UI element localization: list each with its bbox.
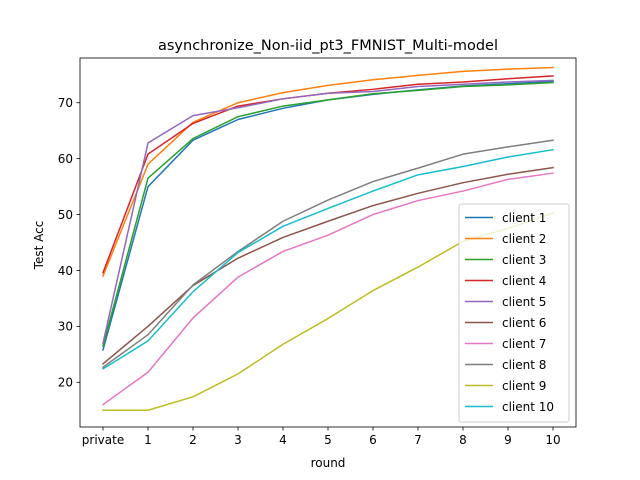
legend-entry: client 9 xyxy=(502,379,546,393)
y-tick-label: 40 xyxy=(58,264,73,278)
y-axis-label: Test Acc xyxy=(32,221,46,271)
legend-entry: client 6 xyxy=(502,316,546,330)
y-tick-label: 60 xyxy=(58,152,73,166)
x-tick-label: 8 xyxy=(459,433,467,447)
legend-entry: client 7 xyxy=(502,337,546,351)
legend-entry: client 10 xyxy=(502,400,554,414)
y-tick-label: 70 xyxy=(58,96,73,110)
x-tick-label: 7 xyxy=(414,433,422,447)
y-tick-label: 30 xyxy=(58,320,73,334)
y-tick-label: 20 xyxy=(58,376,73,390)
legend-entry: client 3 xyxy=(502,253,546,267)
legend-entry: client 1 xyxy=(502,211,546,225)
x-tick-label: 3 xyxy=(234,433,242,447)
x-tick-label: 1 xyxy=(144,433,152,447)
legend-entry: client 2 xyxy=(502,232,546,246)
series-line-client-3 xyxy=(102,81,554,347)
x-tick-label: 4 xyxy=(279,433,287,447)
x-tick-label: private xyxy=(82,433,124,447)
series-line-client-10 xyxy=(101,148,554,370)
y-tick-label: 50 xyxy=(58,208,73,222)
chart-title: asynchronize_Non-iid_pt3_FMNIST_Multi-mo… xyxy=(158,38,498,54)
series-line-client-7 xyxy=(101,172,554,406)
legend-entry: client 4 xyxy=(502,274,546,288)
series-line-client-8 xyxy=(101,139,554,369)
legend: client 1 client 2 client 3 client 4 client 5… xyxy=(458,203,570,423)
x-tick-label: 9 xyxy=(504,433,512,447)
legend-entry: client 5 xyxy=(502,295,546,309)
x-tick-label: 10 xyxy=(545,433,560,447)
x-tick-label: 2 xyxy=(189,433,197,447)
x-tick-label: 6 xyxy=(369,433,377,447)
series-line-client-5 xyxy=(102,79,554,345)
x-tick-label: 5 xyxy=(324,433,332,447)
legend-entry: client 8 xyxy=(502,358,546,372)
legend-box xyxy=(458,203,570,423)
series-line-client-6 xyxy=(101,166,554,365)
x-axis-label: round xyxy=(311,456,346,470)
series-line-client-2 xyxy=(102,66,554,278)
